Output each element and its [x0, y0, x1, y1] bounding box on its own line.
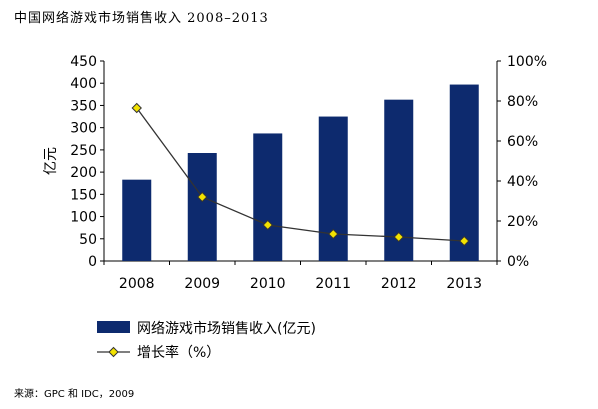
- y2-tick-label: 40%: [507, 174, 538, 190]
- y-tick-label: 50: [79, 232, 97, 248]
- y2-tick-label: 20%: [507, 214, 538, 230]
- chart-title: 中国网络游戏市场销售收入 2008–2013: [14, 11, 269, 26]
- y-tick-label: 0: [88, 254, 97, 270]
- legend-swatch-bar: [97, 321, 130, 333]
- legend-label-revenue: 网络游戏市场销售收入(亿元): [137, 320, 316, 337]
- y-tick-label: 100: [70, 210, 97, 226]
- y-tick-label: 450: [70, 54, 97, 70]
- y-tick-label: 150: [70, 187, 97, 203]
- bar: [318, 116, 348, 261]
- x-tick-label: 2013: [446, 276, 482, 292]
- source-note: 来源：GPC 和 IDC，2009: [14, 389, 135, 400]
- bar: [122, 179, 152, 261]
- x-tick-label: 2009: [184, 276, 220, 292]
- growth-marker: [197, 191, 208, 203]
- legend-swatch-marker: [108, 346, 119, 358]
- y2-tick-label: 60%: [507, 134, 538, 150]
- y2-tick-label: 80%: [507, 94, 538, 110]
- legend-label-growth: 增长率（%）: [137, 344, 220, 361]
- x-tick-label: 2010: [250, 276, 286, 292]
- x-tick-label: 2011: [315, 276, 351, 292]
- y-tick-label: 200: [70, 165, 97, 181]
- y-tick-label: 300: [70, 121, 97, 137]
- bar: [187, 153, 217, 261]
- growth-marker: [459, 235, 470, 247]
- y-axis-label: 亿元: [43, 147, 59, 175]
- x-tick-label: 2012: [381, 276, 417, 292]
- bar: [253, 133, 283, 261]
- x-tick-label: 2008: [119, 276, 155, 292]
- growth-marker: [393, 231, 404, 243]
- y-tick-label: 350: [70, 98, 97, 114]
- y-tick-label: 250: [70, 143, 97, 159]
- growth-marker: [131, 102, 142, 114]
- growth-marker: [328, 228, 339, 240]
- y2-tick-label: 0%: [507, 254, 529, 270]
- bar: [449, 84, 479, 261]
- growth-marker: [262, 219, 273, 231]
- y2-tick-label: 100%: [507, 54, 547, 70]
- y-tick-label: 400: [70, 76, 97, 92]
- growth-line: [136, 107, 465, 242]
